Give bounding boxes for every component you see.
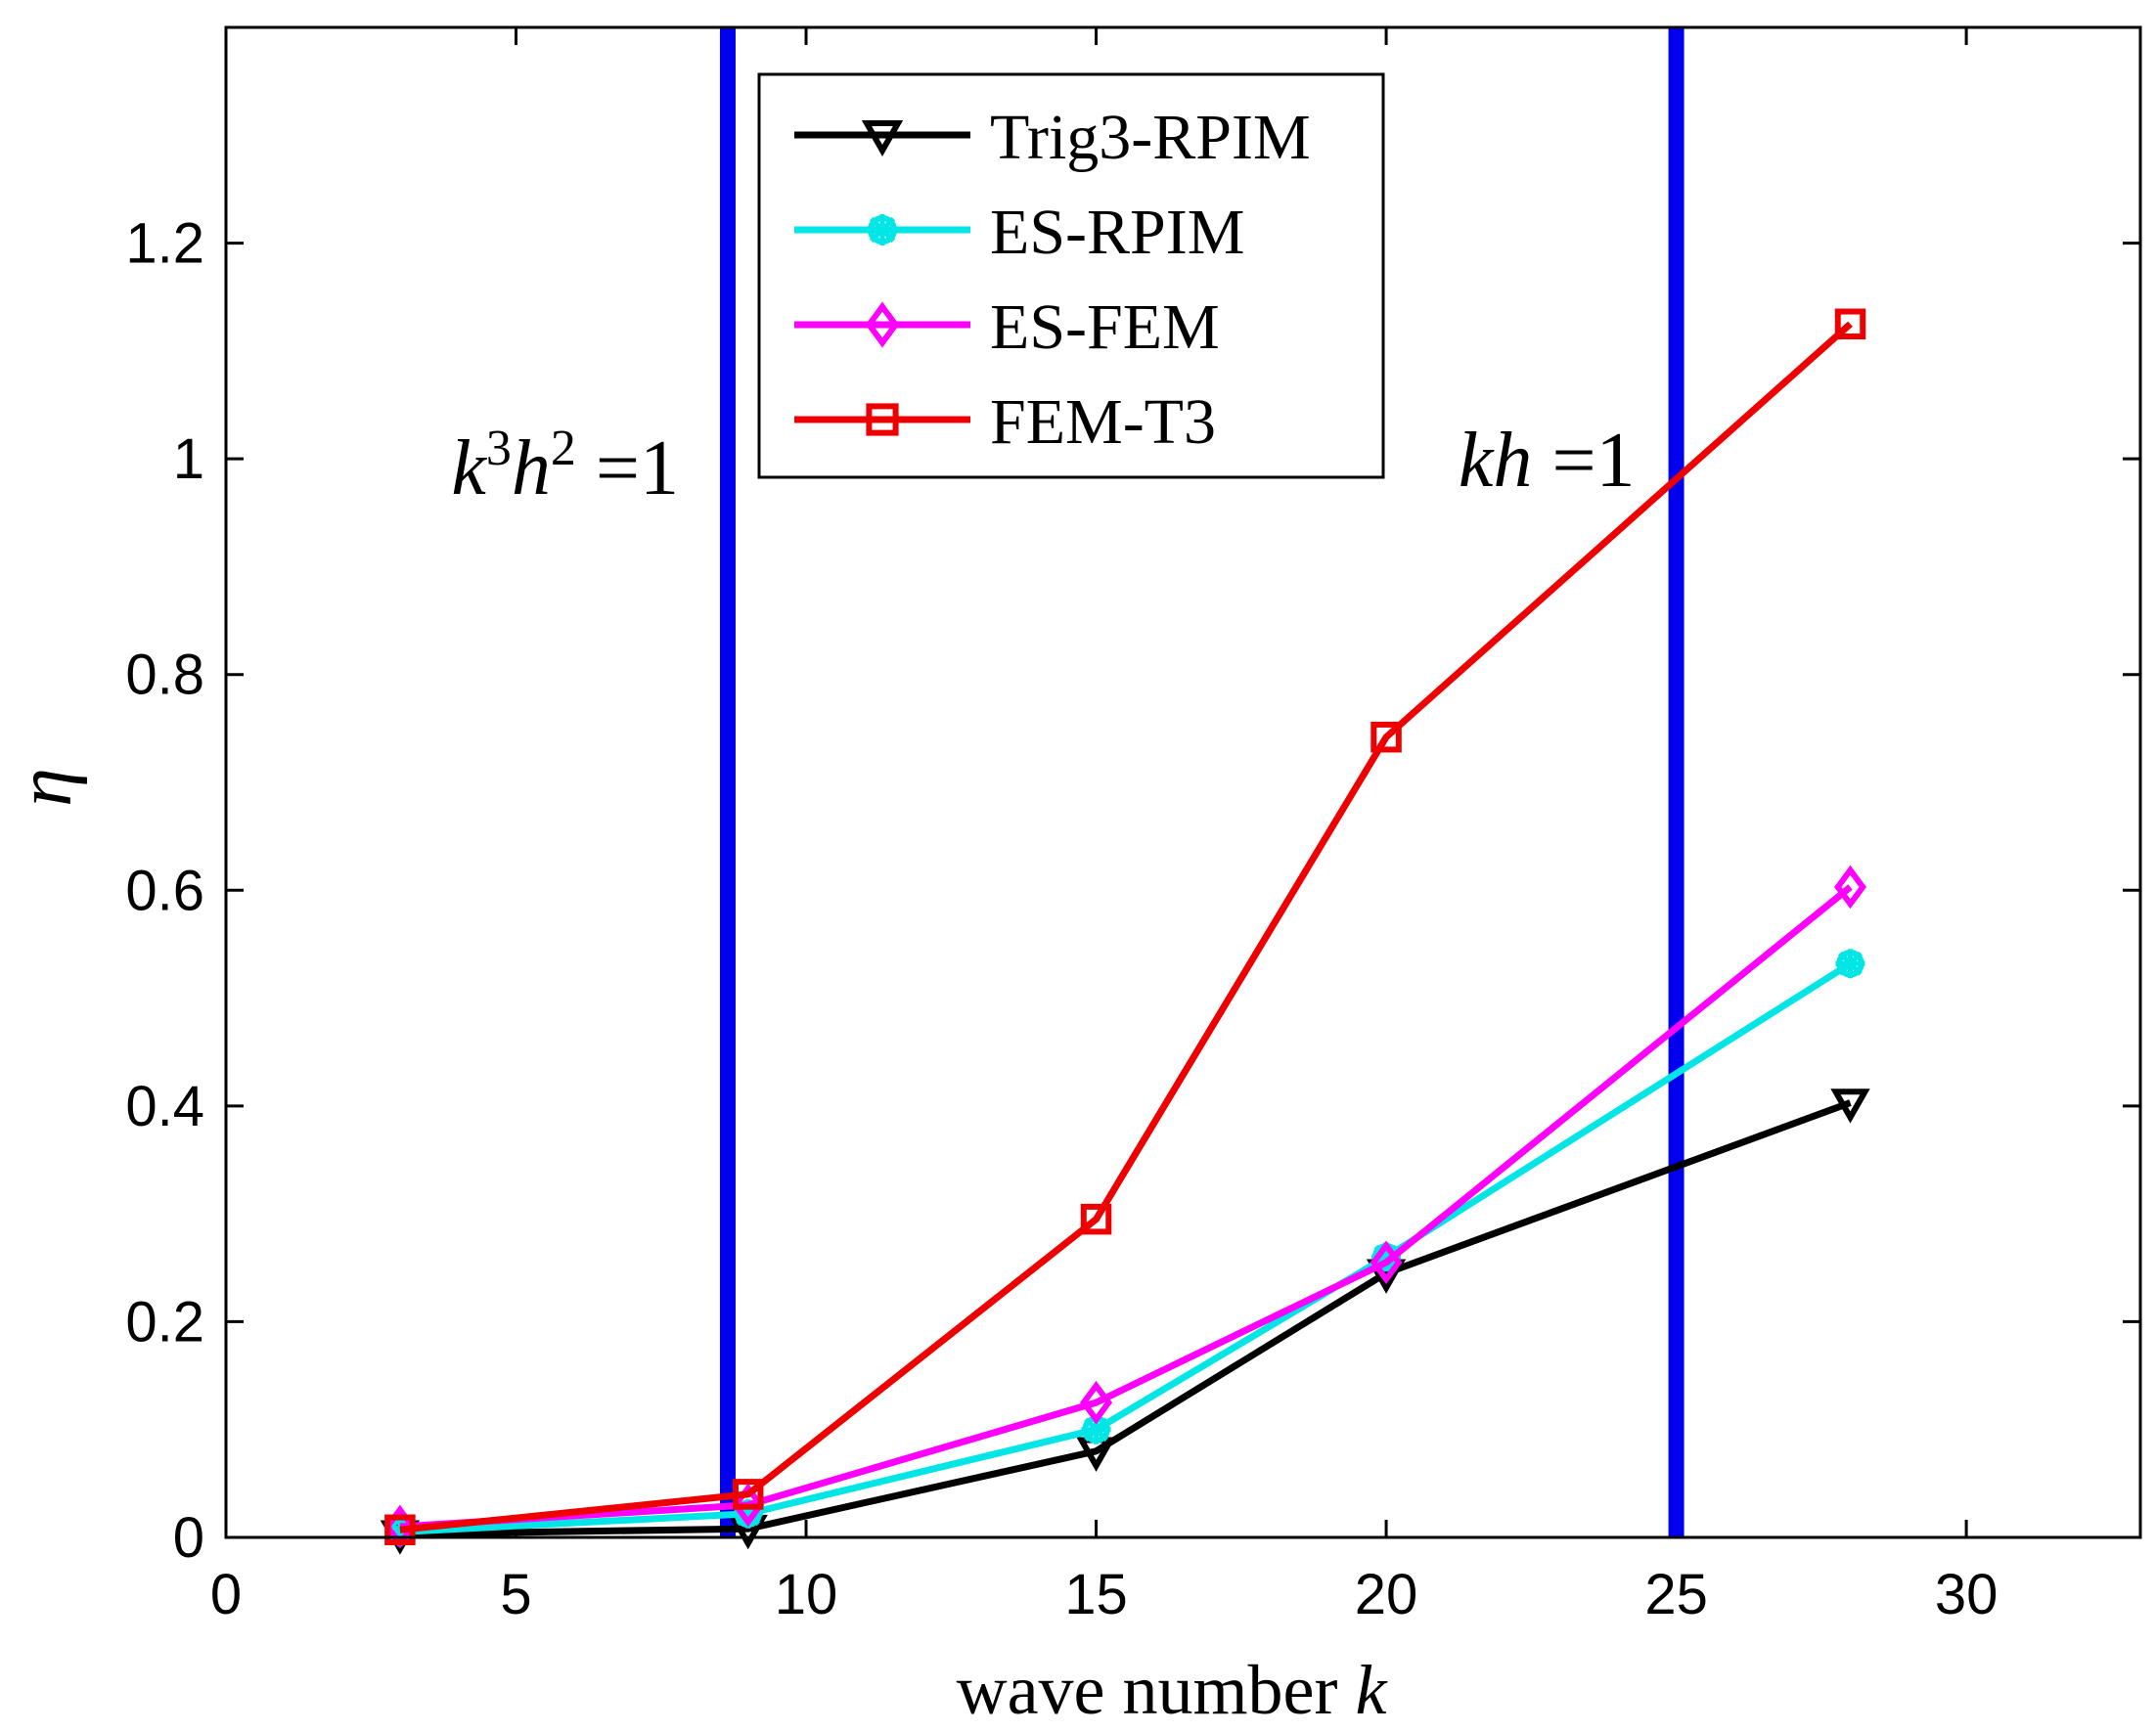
marker-square xyxy=(1080,1203,1112,1235)
y-tick-label: 0.6 xyxy=(125,859,204,922)
marker-triangle-down xyxy=(861,120,904,157)
y-tick-label: 1.2 xyxy=(125,212,204,276)
legend: Trig3-RPIM ES-RPIM ES-FEM FEM-T3 xyxy=(757,72,1385,479)
series-line xyxy=(399,1099,1852,1538)
legend-item: ES-FEM xyxy=(794,291,1220,363)
x-tick-label: 30 xyxy=(1935,1563,1999,1626)
legend-label: ES-RPIM xyxy=(990,197,1244,268)
legend-label: FEM-T3 xyxy=(990,386,1216,458)
x-tick-label: 5 xyxy=(500,1563,531,1626)
series-line xyxy=(399,321,1853,1533)
marker-triangle-down xyxy=(1830,1089,1870,1124)
marker-diamond xyxy=(1834,865,1866,910)
y-tick-label: 0.2 xyxy=(125,1290,204,1354)
x-tick-label: 10 xyxy=(775,1563,838,1626)
marker-square xyxy=(1834,308,1866,340)
x-axis-label: wave number k xyxy=(957,1651,1389,1729)
marker-square xyxy=(1370,721,1402,753)
x-tick-label: 20 xyxy=(1355,1563,1418,1626)
legend-box xyxy=(757,72,1385,479)
y-tick-label: 1 xyxy=(173,427,204,491)
x-tick-label: 0 xyxy=(210,1563,242,1626)
y-tick-label: 0 xyxy=(173,1506,204,1570)
y-axis-label: η xyxy=(2,768,88,807)
marker-square xyxy=(866,403,899,436)
reference-lines xyxy=(719,27,1684,1537)
series-line xyxy=(399,884,1853,1531)
annotation-k3h2: k3h2 =1 xyxy=(451,421,679,511)
tick-labels: 0 5 10 15 20 25 30 0 0.2 0.4 0.6 0.8 1 1.2 xyxy=(125,212,1998,1626)
marker-asterisk xyxy=(1835,949,1865,979)
legend-item: ES-RPIM xyxy=(794,197,1244,268)
legend-label: ES-FEM xyxy=(990,291,1220,363)
x-tick-label: 15 xyxy=(1064,1563,1128,1626)
marker-asterisk xyxy=(867,214,898,245)
plot-frame xyxy=(224,25,2142,1539)
annotation-kh: kh =1 xyxy=(1459,418,1636,504)
legend-item: FEM-T3 xyxy=(794,386,1216,458)
marker-diamond xyxy=(1080,1380,1113,1425)
series-group xyxy=(380,308,1870,1555)
marker-diamond xyxy=(865,301,900,348)
marker-square xyxy=(732,1479,764,1510)
x-tick-label: 25 xyxy=(1644,1563,1708,1626)
marker-square xyxy=(384,1514,416,1546)
legend-item: Trig3-RPIM xyxy=(794,102,1311,173)
y-tick-label: 0.8 xyxy=(125,644,204,707)
y-tick-label: 0.4 xyxy=(125,1075,204,1138)
legend-label: Trig3-RPIM xyxy=(990,102,1311,173)
series-fem-t3 xyxy=(384,308,1866,1546)
marker-diamond xyxy=(1370,1240,1403,1285)
marker-diamond xyxy=(732,1483,765,1528)
